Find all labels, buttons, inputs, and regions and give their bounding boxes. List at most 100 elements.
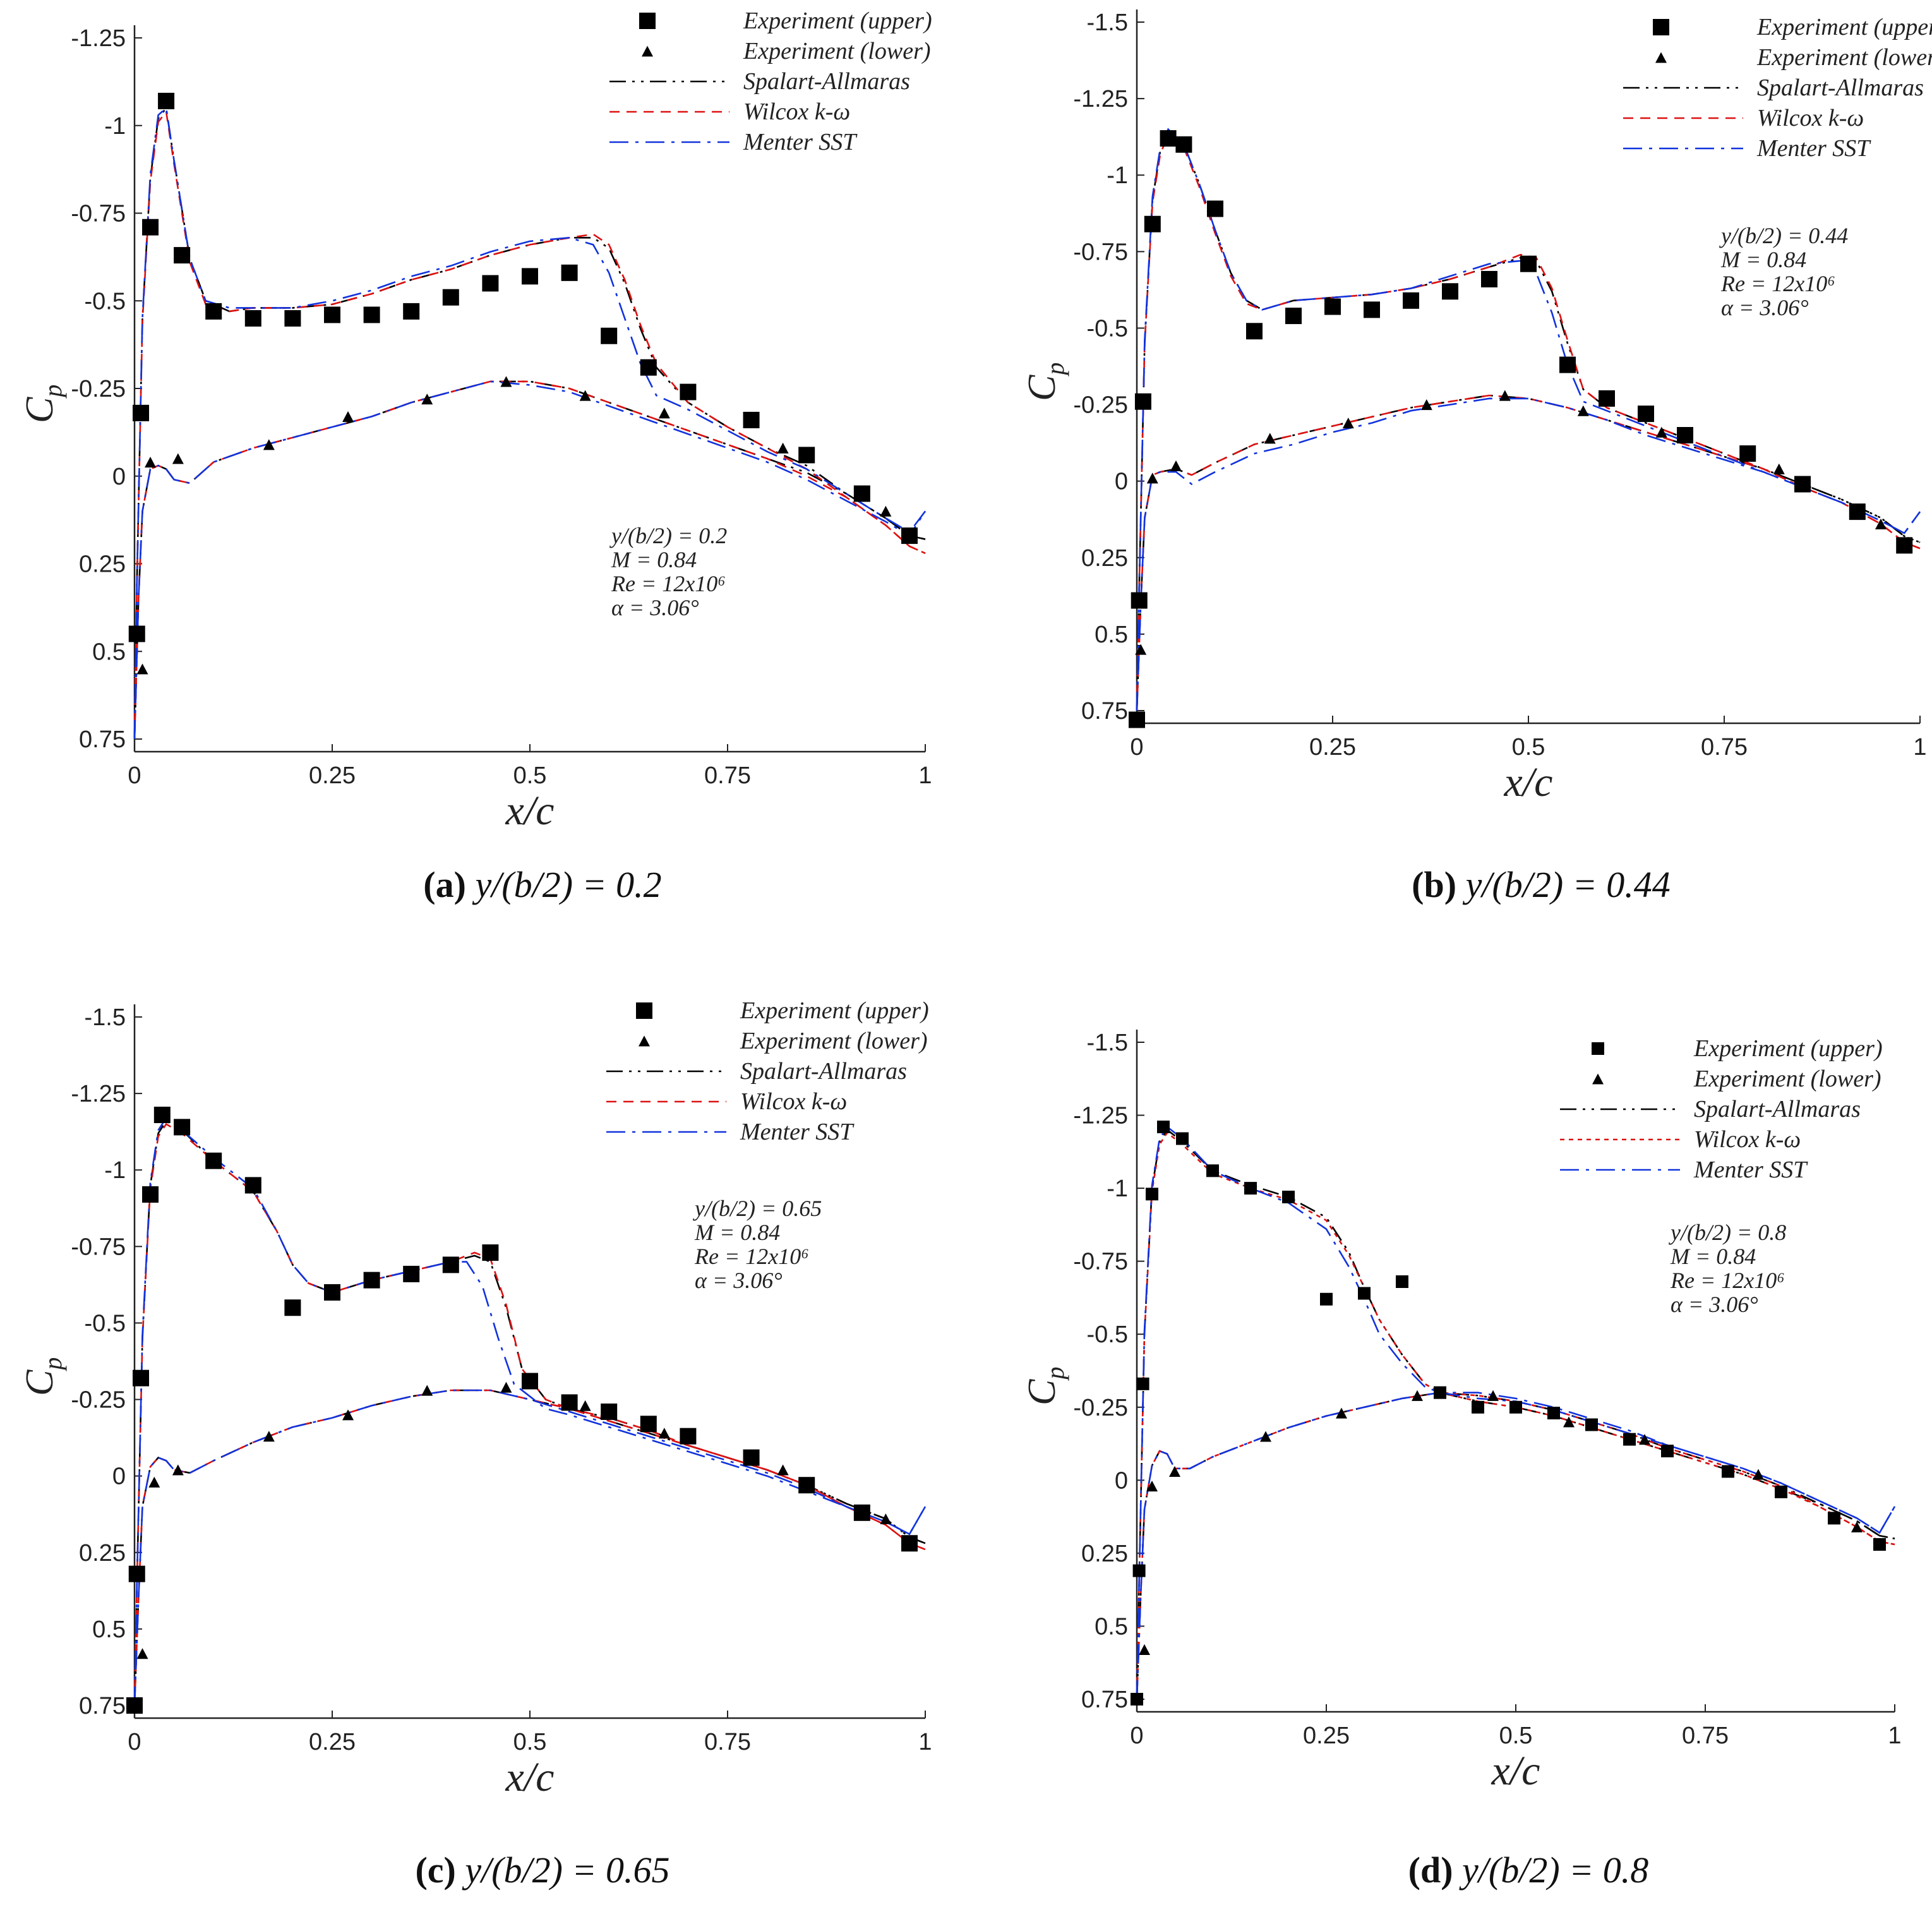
condition-text: Re = 12x10⁶ — [611, 571, 726, 596]
experiment-upper-point — [1849, 503, 1866, 520]
y-tick-label: -0.25 — [1073, 392, 1128, 419]
x-axis-label: x/c — [1491, 1748, 1540, 1794]
experiment-lower-point — [263, 439, 275, 450]
condition-text: y/(b/2) = 0.2 — [609, 523, 727, 548]
series-line-menter-sst-upper — [133, 106, 927, 740]
condition-text: M = 0.84 — [611, 547, 697, 572]
legend-marker-upper — [636, 1002, 652, 1019]
y-tick-label: -0.5 — [85, 1310, 126, 1337]
experiment-upper-point — [680, 1428, 697, 1445]
legend-label: Wilcox k-ω — [1757, 105, 1864, 131]
y-tick-label: -1 — [104, 1157, 126, 1184]
y-tick-label: -0.25 — [71, 376, 126, 402]
experiment-lower-point — [1170, 460, 1182, 471]
experiment-upper-point — [1509, 1400, 1522, 1414]
legend-marker-lower — [1655, 52, 1667, 63]
series-line-wilcox-k--lower — [1136, 1392, 1895, 1700]
series-line-wilcox-k--lower — [133, 1389, 926, 1706]
experiment-lower-point — [1336, 1407, 1347, 1419]
experiment-upper-point — [1623, 1433, 1636, 1446]
x-axis-label: x/c — [1504, 759, 1553, 805]
condition-text: Re = 12x10⁶ — [1670, 1268, 1785, 1293]
experiment-lower-point — [1577, 405, 1589, 416]
experiment-upper-point — [442, 289, 459, 306]
experiment-lower-point — [777, 1464, 789, 1476]
condition-text: α = 3.06° — [611, 595, 699, 620]
experiment-lower-point — [1139, 1644, 1150, 1655]
experiment-upper-point — [1775, 1485, 1787, 1498]
x-tick-label: 0.25 — [309, 762, 356, 789]
condition-text: α = 3.06° — [695, 1268, 783, 1293]
experiment-upper-point — [601, 327, 618, 344]
y-tick-label: 0.5 — [92, 1616, 126, 1643]
experiment-upper-point — [1131, 592, 1148, 609]
x-tick-label: 0.75 — [704, 1729, 751, 1755]
legend-marker-upper — [639, 13, 656, 29]
legend-label: Experiment (upper) — [1693, 1035, 1883, 1062]
condition-text: Re = 12x10⁶ — [1720, 271, 1835, 296]
experiment-upper-point — [1246, 323, 1263, 340]
experiment-upper-point — [1520, 255, 1537, 272]
experiment-upper-point — [1244, 1182, 1257, 1195]
experiment-upper-point — [522, 1373, 538, 1390]
experiment-upper-point — [1442, 283, 1458, 300]
y-tick-label: -1.25 — [71, 25, 126, 52]
experiment-upper-point — [1282, 1190, 1295, 1203]
x-tick-label: 1 — [1888, 1723, 1901, 1749]
experiment-upper-point — [1638, 406, 1654, 423]
condition-text: M = 0.84 — [694, 1220, 780, 1245]
experiment-lower-point — [1499, 390, 1511, 401]
experiment-upper-point — [142, 1186, 159, 1203]
y-tick-label: 0.25 — [79, 551, 126, 578]
experiment-upper-point — [403, 303, 420, 320]
series-line-menter-sst-lower — [1136, 1392, 1896, 1700]
experiment-upper-point — [1207, 200, 1223, 217]
experiment-upper-point — [1132, 1564, 1146, 1577]
experiment-upper-point — [1722, 1465, 1734, 1478]
experiment-lower-point — [880, 1513, 892, 1525]
experiment-lower-point — [1420, 399, 1432, 411]
legend-label: Experiment (upper) — [740, 997, 929, 1024]
experiment-upper-point — [324, 1284, 340, 1301]
y-tick-label: -1.5 — [1087, 1030, 1128, 1056]
experiment-markers — [126, 1107, 918, 1714]
experiment-upper-point — [403, 1265, 420, 1282]
y-tick-label: 0.5 — [92, 639, 126, 665]
experiment-upper-point — [1364, 301, 1380, 318]
experiment-upper-point — [1661, 1445, 1674, 1458]
y-tick-label: -0.25 — [1073, 1395, 1128, 1421]
x-tick-label: 0.25 — [1303, 1723, 1350, 1749]
experiment-upper-point — [561, 264, 578, 281]
series-line-menter-sst-lower — [133, 380, 927, 740]
experiment-lower-point — [136, 663, 148, 675]
experiment-lower-point — [1487, 1390, 1499, 1401]
experiment-upper-point — [1677, 427, 1693, 443]
experiment-upper-point — [244, 310, 261, 327]
experiment-upper-point — [901, 527, 918, 544]
y-tick-label: -1.5 — [85, 1004, 126, 1031]
panel-caption: (d) y/(b/2) = 0.8 — [1408, 1850, 1649, 1891]
experiment-lower-point — [1655, 426, 1667, 438]
y-tick-label: -0.75 — [1073, 239, 1128, 265]
experiment-upper-point — [1481, 270, 1497, 287]
condition-text: Re = 12x10⁶ — [694, 1244, 809, 1269]
experiment-lower-point — [1135, 644, 1147, 655]
experiment-upper-point — [324, 306, 340, 323]
y-tick-label: 0.75 — [79, 726, 126, 753]
experiment-upper-point — [442, 1256, 459, 1273]
legend-label: Wilcox k-ω — [1694, 1126, 1801, 1153]
experiment-lower-point — [172, 453, 184, 464]
experiment-markers — [128, 92, 918, 675]
experiment-upper-point — [743, 411, 760, 428]
experiment-lower-point — [342, 1409, 354, 1421]
experiment-lower-point — [500, 1381, 512, 1393]
condition-text: y/(b/2) = 0.65 — [693, 1196, 822, 1221]
condition-text: α = 3.06° — [1671, 1292, 1758, 1317]
experiment-upper-point — [853, 485, 870, 502]
experiment-upper-point — [901, 1535, 918, 1552]
experiment-lower-point — [1264, 433, 1276, 444]
series-line-menter-sst-upper — [1136, 128, 1921, 711]
y-tick-label: -0.75 — [71, 201, 126, 227]
